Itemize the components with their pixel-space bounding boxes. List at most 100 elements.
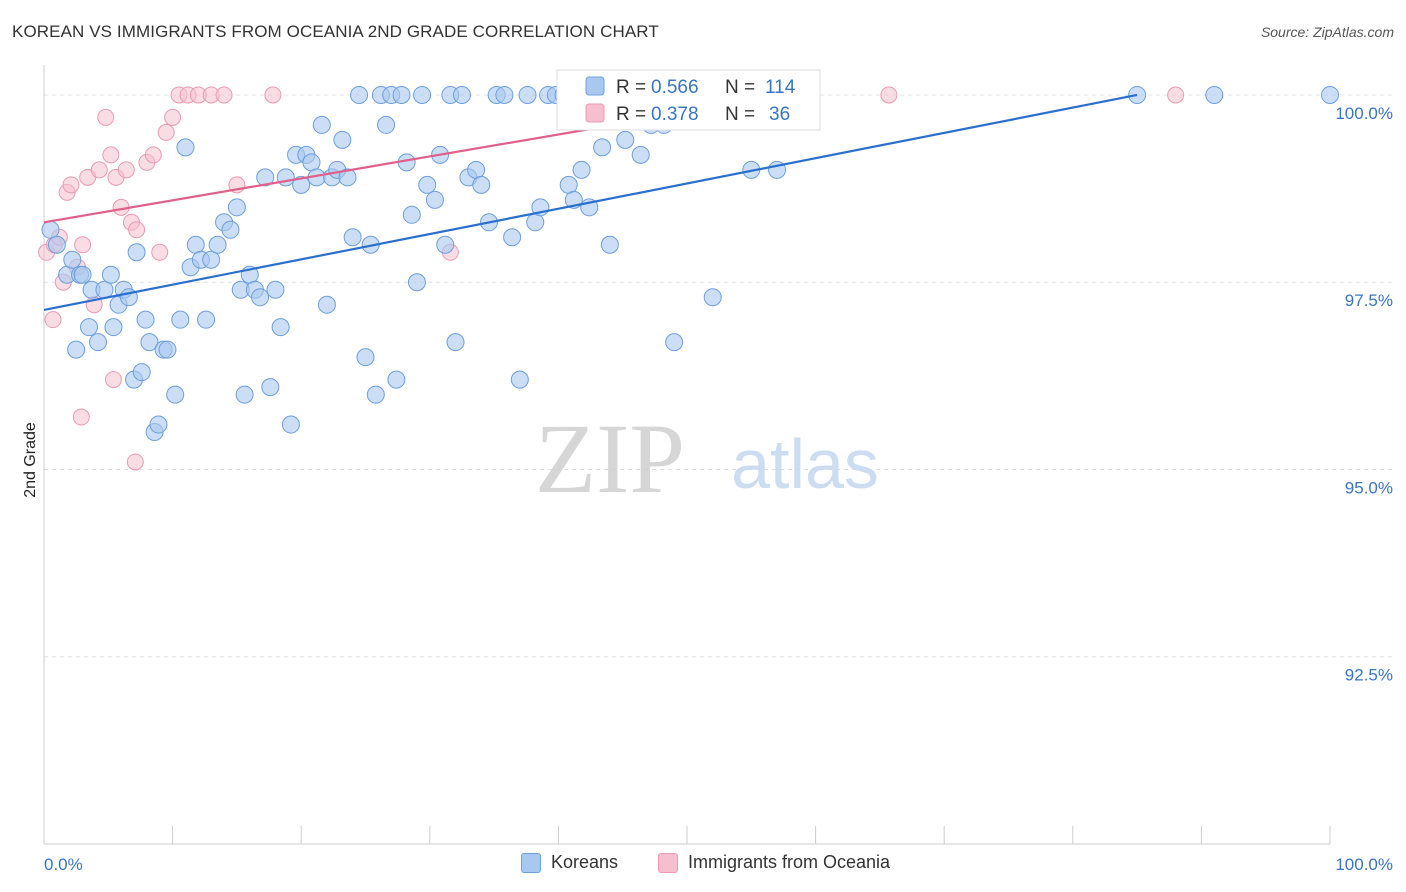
korean-point [1205,85,1224,104]
korean-point [266,280,285,299]
korean-point [281,415,300,434]
korean-point [101,265,120,284]
oceania-point [102,146,120,164]
korean-point [418,175,437,194]
stats-r-value-koreans: 0.566 [651,77,699,98]
legend-swatch-oceania [658,852,678,873]
korean-point [251,288,270,307]
y-tick-label: 92.5% [1345,666,1393,685]
stats-r-label-koreans: R = [616,77,646,98]
korean-point [572,160,591,179]
tick-labels: 92.5% 95.0% 97.5% 100.0% 0.0% 100.0% [44,104,1393,874]
korean-point [350,85,369,104]
korean-point [317,295,336,314]
korean-point [302,153,321,172]
korean-point [366,385,385,404]
korean-point [703,288,722,307]
oceania-point [144,146,162,164]
korean-point [271,318,290,337]
korean-point [510,370,529,389]
oceania-point [90,161,108,179]
oceania-point [74,236,92,254]
korean-point [166,385,185,404]
x-tick-label: 100.0% [1335,855,1393,874]
korean-point [63,250,82,269]
stats-r-label-oceania: R = [616,104,646,125]
korean-point [665,333,684,352]
korean-point [559,175,578,194]
y-axis-label: 2nd Grade [22,422,39,498]
legend-item-oceania: Immigrants from Oceania [658,852,890,873]
source-credit: Source: ZipAtlas.com [1260,24,1394,40]
korean-point [467,160,486,179]
korean-point [47,235,66,254]
oceania-point [104,371,122,389]
korean-point [176,138,195,157]
oceania-point [44,311,62,329]
korean-point [292,175,311,194]
korean-point [333,130,352,149]
korean-point [392,85,411,104]
gridlines [44,94,1392,658]
korean-point [600,235,619,254]
oceania-point [1167,86,1185,104]
stats-n-value-koreans: 114 [765,77,796,98]
legend-swatch-koreans [521,852,541,873]
korean-point [104,318,123,337]
korean-point [158,340,177,359]
korean-points [41,85,1339,442]
korean-point [132,363,151,382]
korean-point [387,370,406,389]
korean-point [312,115,331,134]
korean-point [171,310,190,329]
korean-point [472,175,491,194]
korean-point [41,220,60,239]
axes [43,65,1331,845]
oceania-point [97,108,115,126]
korean-point [446,333,465,352]
korean-point [67,340,86,359]
korean-point [235,385,254,404]
stats-n-label-oceania: N = [725,104,755,125]
y-tick-label: 100.0% [1335,104,1393,123]
korean-point [631,145,650,164]
korean-point [495,85,514,104]
legend-label-koreans: Koreans [551,852,619,872]
stats-legend: R = 0.566 N = 114 R = 0.378 N = 36 [556,69,821,131]
korean-point [425,190,444,209]
korean-point [338,168,357,187]
oceania-point [264,86,282,104]
korean-trend-line [43,93,1138,312]
korean-point [80,318,99,337]
korean-point [616,130,635,149]
oceania-point [151,243,169,261]
oceania-point [157,123,175,141]
korean-point [407,273,426,292]
stats-swatch-oceania [585,103,605,123]
korean-point [136,310,155,329]
korean-point [127,243,146,262]
korean-point [402,205,421,224]
korean-point [356,348,375,367]
korean-point [202,250,221,269]
korean-point [197,310,216,329]
oceania-point [72,408,90,426]
y-tick-label: 95.0% [1345,478,1393,497]
chart-title: KOREAN VS IMMIGRANTS FROM OCEANIA 2ND GR… [12,22,659,41]
stats-n-value-oceania: 36 [769,104,790,125]
oceania-point [128,221,146,239]
korean-point [227,198,246,217]
legend-label-oceania: Immigrants from Oceania [688,852,891,872]
korean-point [73,265,92,284]
stats-swatch-koreans [585,76,605,96]
korean-point [413,85,432,104]
stats-r-value-oceania: 0.378 [651,104,699,125]
oceania-point [126,453,144,471]
korean-point [89,333,108,352]
korean-point [1321,85,1339,104]
oceania-point [880,86,898,104]
korean-point [208,235,227,254]
oceania-point [215,86,233,104]
korean-point [518,85,537,104]
korean-point [276,168,295,187]
